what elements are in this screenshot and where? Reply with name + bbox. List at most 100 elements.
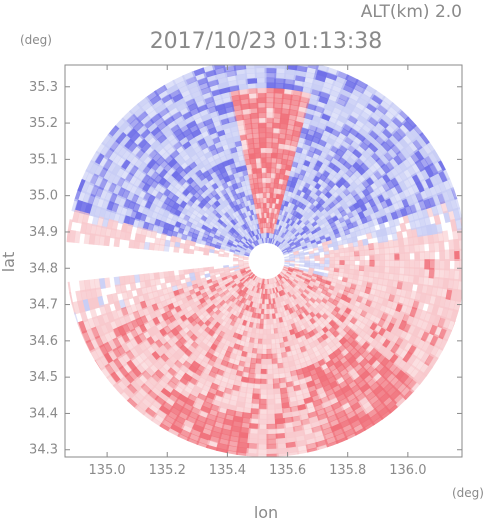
- radar-cell: [158, 244, 165, 252]
- radar-cell: [266, 298, 270, 305]
- radar-cell: [444, 259, 451, 271]
- radar-cell: [301, 284, 308, 290]
- radar-cell: [291, 294, 298, 301]
- radar-cell: [281, 283, 287, 290]
- radar-cell: [237, 242, 243, 248]
- radar-cell: [227, 239, 234, 245]
- radar-cell: [271, 358, 279, 365]
- radar-cell: [264, 278, 266, 285]
- radar-cell: [249, 279, 255, 286]
- radar-cell: [260, 167, 267, 174]
- radar-cell: [254, 157, 262, 164]
- radar-cell: [262, 333, 268, 340]
- radar-cell: [284, 274, 290, 279]
- radar-cell: [188, 248, 195, 255]
- radar-cell: [246, 143, 255, 150]
- radar-cell: [277, 274, 282, 281]
- radar-cell: [278, 291, 283, 297]
- radar-cell: [270, 212, 275, 219]
- radar-cell: [153, 272, 160, 280]
- radar-cell: [243, 234, 249, 241]
- radar-cell: [309, 260, 316, 264]
- radar-cell: [277, 183, 283, 190]
- radar-cell: [279, 285, 284, 291]
- radar-cell: [247, 238, 252, 245]
- radar-cell: [283, 288, 288, 295]
- radar-cell: [253, 383, 262, 390]
- radar-cell: [246, 210, 252, 217]
- radar-cell: [143, 273, 151, 282]
- radar-cell: [265, 284, 267, 290]
- radar-cell: [284, 260, 291, 263]
- radar-cell: [254, 152, 262, 159]
- radar-cell: [319, 260, 326, 265]
- radar-cell: [239, 290, 245, 297]
- radar-cell: [274, 228, 279, 235]
- radar-cell: [389, 259, 396, 268]
- radar-cell: [274, 276, 279, 282]
- radar-cell: [352, 273, 360, 281]
- radar-cell: [454, 259, 461, 272]
- radar-cell: [228, 228, 235, 235]
- radar-cell: [266, 313, 271, 320]
- radar-cell: [256, 233, 260, 240]
- radar-cell: [243, 265, 250, 269]
- radar-cell: [382, 240, 390, 249]
- radar-cell: [258, 328, 264, 335]
- radar-cell: [275, 234, 280, 241]
- radar-cell: [262, 197, 267, 204]
- radar-cell: [305, 240, 312, 246]
- radar-cell: [293, 253, 300, 257]
- radar-cell: [369, 259, 376, 267]
- radar-cell: [294, 231, 301, 238]
- radar-cell: [388, 266, 395, 275]
- radar-cell: [244, 216, 249, 223]
- radar-cell: [284, 287, 290, 294]
- radar-cell: [291, 245, 298, 250]
- radar-cell: [291, 272, 298, 277]
- radar-cell: [223, 254, 229, 258]
- radar-cell: [198, 270, 205, 276]
- radar-cell: [251, 347, 259, 355]
- radar-cell: [253, 338, 260, 345]
- radar-cell: [225, 232, 232, 238]
- radar-cell: [333, 267, 340, 273]
- radar-cell: [266, 363, 274, 370]
- radar-cell: [246, 247, 252, 252]
- radar-cell: [309, 236, 316, 242]
- radar-cell: [274, 234, 279, 240]
- radar-cell: [258, 333, 264, 340]
- radar-cell: [273, 277, 277, 283]
- radar-cell: [237, 283, 244, 289]
- radar-cell: [252, 291, 257, 298]
- radar-cell: [358, 244, 365, 252]
- radar-cell: [241, 271, 247, 276]
- radar-cell: [246, 232, 252, 239]
- radar-cell: [244, 251, 251, 255]
- radar-cell: [288, 296, 294, 304]
- radar-cell: [268, 217, 272, 224]
- radar-cell: [283, 282, 288, 289]
- radar-cell: [244, 275, 250, 281]
- radar-cell: [290, 274, 296, 280]
- radar-cell: [271, 293, 275, 300]
- radar-cell: [257, 282, 261, 289]
- radar-cell: [311, 241, 318, 247]
- radar-cell: [329, 256, 336, 261]
- radar-cell: [275, 162, 282, 170]
- radar-cell: [229, 247, 236, 252]
- radar-cell: [245, 269, 251, 273]
- radar-cell: [388, 272, 395, 282]
- radar-cell: [289, 295, 296, 302]
- radar-cell: [154, 277, 162, 286]
- radar-cell: [368, 248, 375, 256]
- radar-cell: [243, 264, 250, 268]
- radar-cell: [241, 217, 247, 224]
- radar-cell: [273, 233, 277, 240]
- radar-cell: [244, 268, 251, 272]
- radar-cell: [237, 275, 244, 280]
- radar-cell: [280, 238, 286, 244]
- radar-cell: [251, 285, 256, 292]
- radar-cell: [281, 270, 287, 275]
- radar-cell: [299, 264, 305, 267]
